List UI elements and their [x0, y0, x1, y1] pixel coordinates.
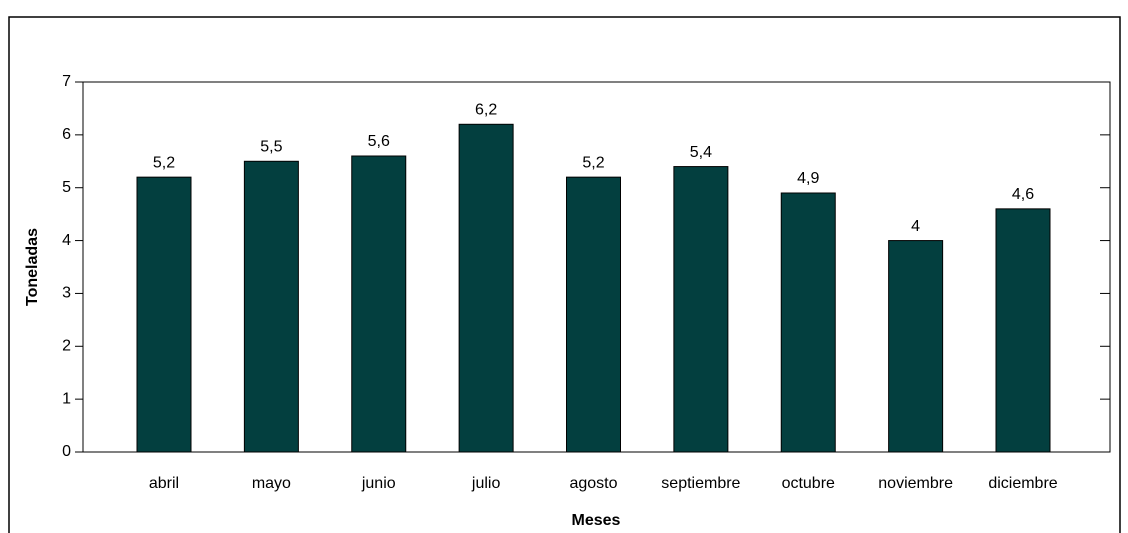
- value-label: 4: [911, 218, 920, 235]
- x-tick-label: noviembre: [878, 475, 953, 492]
- x-tick-label: octubre: [782, 475, 835, 492]
- bar: [888, 240, 944, 453]
- x-tick-label: mayo: [252, 475, 291, 492]
- bar: [458, 123, 514, 453]
- y-tick-label: 1: [62, 390, 71, 407]
- x-tick-label: agosto: [569, 475, 617, 492]
- bar: [351, 155, 407, 453]
- y-tick-label: 6: [62, 126, 71, 143]
- x-axis-label: Meses: [572, 512, 621, 529]
- value-label: 4,6: [1012, 186, 1034, 203]
- x-tick-label: septiembre: [661, 475, 740, 492]
- value-label: 5,4: [690, 144, 712, 161]
- y-tick-label: 7: [62, 73, 71, 90]
- value-label: 6,2: [475, 102, 497, 119]
- x-tick-label: junio: [361, 475, 396, 492]
- bar: [566, 176, 621, 453]
- bar: [995, 208, 1051, 453]
- value-label: 5,5: [260, 139, 282, 156]
- y-tick-label: 5: [62, 179, 71, 196]
- bar: [136, 176, 192, 453]
- y-tick-label: 2: [62, 338, 71, 355]
- y-tick-label: 4: [62, 232, 71, 249]
- x-tick-label: diciembre: [988, 475, 1057, 492]
- frame: [8, 16, 1121, 533]
- y-tick-label: 0: [62, 443, 71, 460]
- bar: [780, 192, 836, 453]
- y-axis-label: Toneladas: [24, 228, 41, 306]
- value-label: 5,2: [153, 154, 175, 171]
- value-label: 5,2: [582, 154, 604, 171]
- x-tick-label: julio: [471, 475, 501, 492]
- value-label: 5,6: [368, 133, 390, 150]
- x-tick-label: abril: [149, 475, 179, 492]
- value-label: 4,9: [797, 170, 819, 187]
- bar: [673, 166, 729, 453]
- y-tick-label: 3: [62, 285, 71, 302]
- bar: [243, 160, 299, 453]
